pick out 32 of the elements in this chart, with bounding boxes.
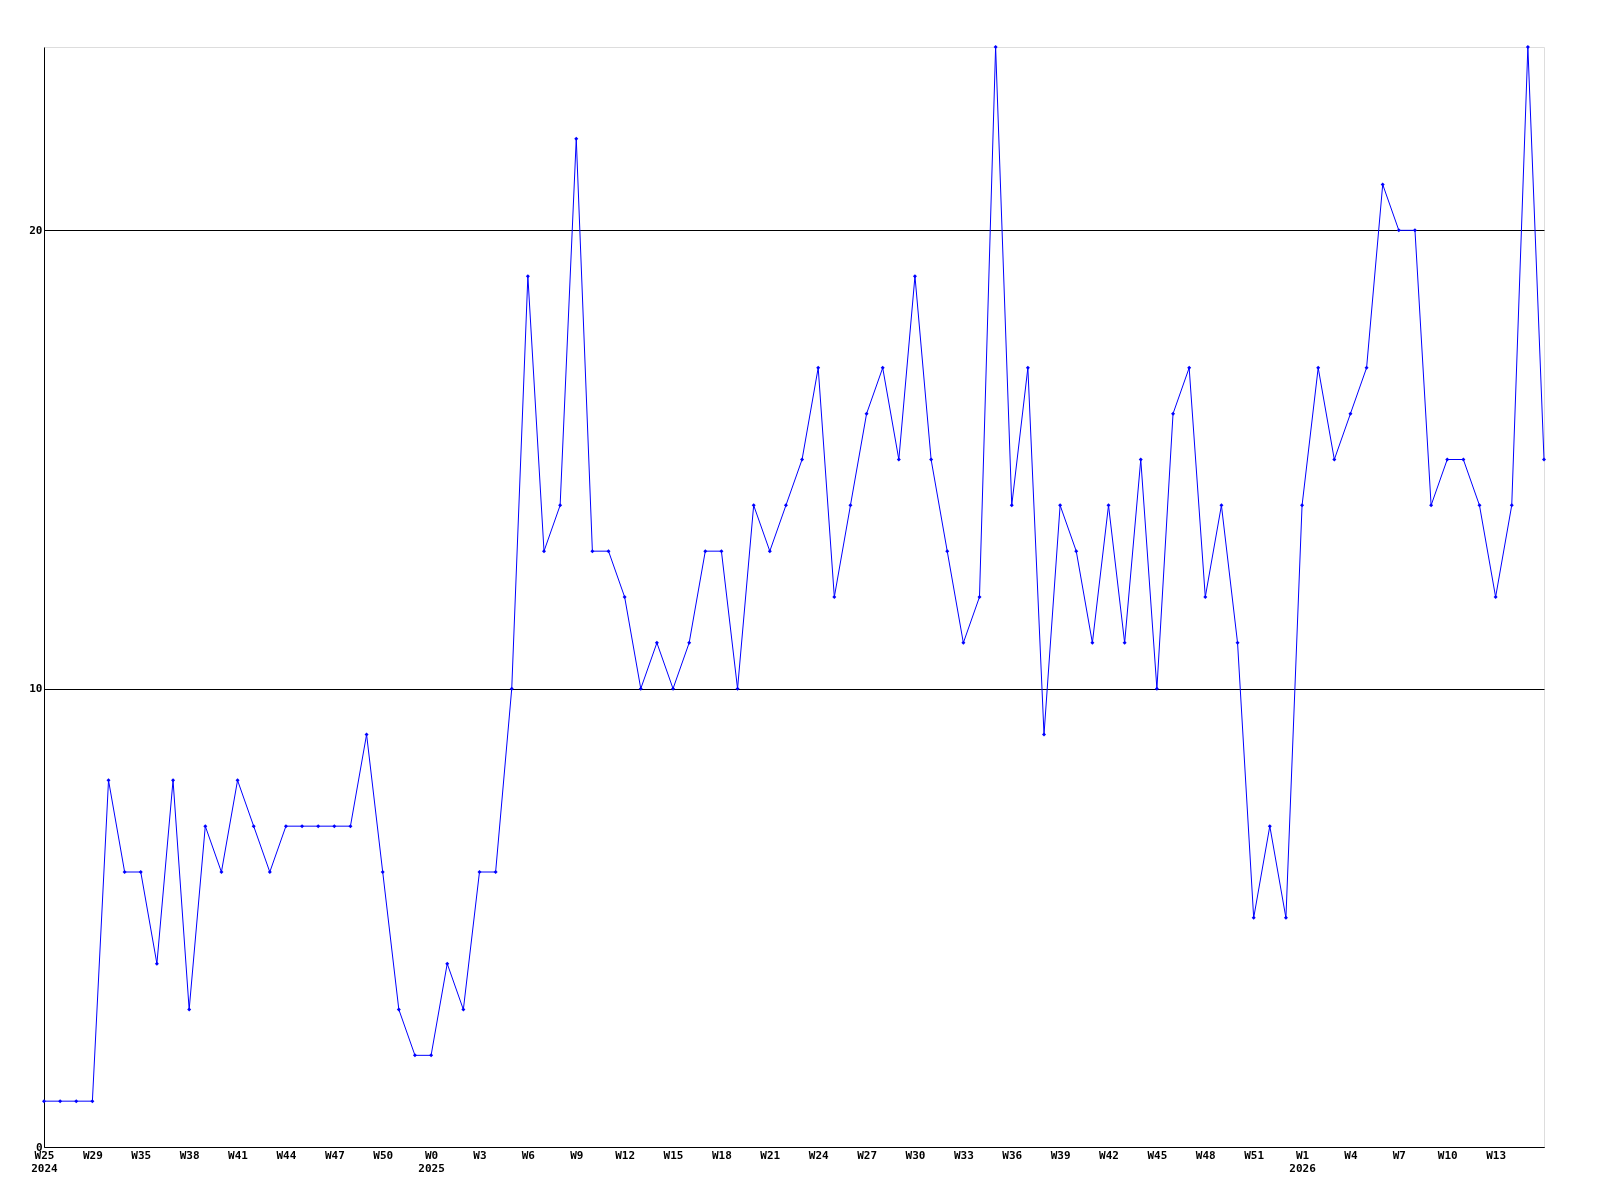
x-tick-label: W38 xyxy=(179,1148,200,1162)
x-tick-label: W48 xyxy=(1195,1148,1216,1162)
x-tick-label: W45 xyxy=(1147,1148,1168,1162)
x-tick-label: W27 xyxy=(857,1148,878,1162)
x-tick-label: W15 xyxy=(663,1148,684,1162)
x-tick-label: W50 xyxy=(373,1148,394,1162)
x-tick-label: W44 xyxy=(276,1148,297,1162)
x-tick-label: W30 xyxy=(905,1148,926,1162)
x-tick-label: W47 xyxy=(324,1148,345,1162)
x-tick-label: W7 xyxy=(1392,1148,1406,1162)
x-tick-label: W0 2025 xyxy=(418,1148,445,1175)
x-tick-label: W29 xyxy=(82,1148,103,1162)
x-tick-label: W51 xyxy=(1244,1148,1265,1162)
x-tick-label: W36 xyxy=(1002,1148,1023,1162)
y-tick-label: 10 xyxy=(29,682,43,696)
x-tick-label: W1 2026 xyxy=(1289,1148,1317,1175)
x-tick-label: W39 xyxy=(1050,1148,1071,1162)
x-tick-label: W41 xyxy=(228,1148,249,1162)
x-tick-label: W9 xyxy=(570,1148,584,1162)
x-tick-label: W4 xyxy=(1344,1148,1358,1162)
x-tick-label: W13 xyxy=(1486,1148,1507,1162)
x-tick-label: W42 xyxy=(1099,1148,1119,1162)
x-tick-label: W6 xyxy=(521,1148,536,1162)
x-tick-label: W12 xyxy=(615,1148,636,1162)
x-tick-label: W18 xyxy=(711,1148,732,1162)
x-tick-label: W24 xyxy=(808,1148,829,1162)
x-tick-label: W33 xyxy=(953,1148,974,1162)
x-tick-label: W21 xyxy=(760,1148,781,1162)
x-tick-label: W3 xyxy=(473,1148,487,1162)
x-tick-label: W35 xyxy=(131,1148,152,1162)
y-tick-label: 20 xyxy=(29,223,43,237)
x-tick-label: W10 xyxy=(1437,1148,1458,1162)
